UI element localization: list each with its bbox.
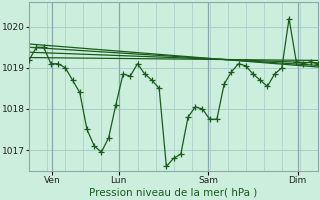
X-axis label: Pression niveau de la mer( hPa ): Pression niveau de la mer( hPa ): [90, 188, 258, 198]
